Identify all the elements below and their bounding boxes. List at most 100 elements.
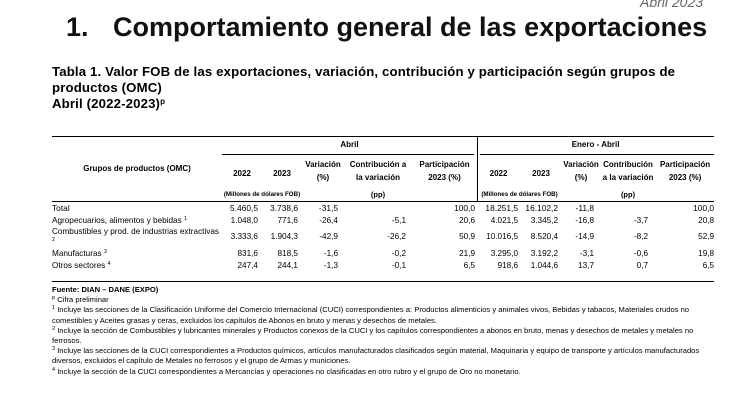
row-label: Agropecuarios, alimentos y bebidas 1	[52, 216, 188, 226]
cell-epar: 52,9	[698, 232, 715, 242]
cell-evar: -11,8	[575, 203, 595, 213]
table-row: Manufacturas 3 831,6 818,5 -1,6 -0,2 21,9 3.29…	[52, 247, 714, 259]
col-variacion-enero-abril: Variación (%)	[563, 159, 599, 182]
col-2023-enero-abril: 2023	[532, 169, 550, 178]
cell-a22: 3.333,6	[230, 232, 258, 242]
note-3: 3 Incluye las secciones de la CUCI corre…	[52, 346, 700, 366]
table-row: Agropecuarios, alimentos y bebidas 1 1.04…	[52, 215, 714, 227]
col-variacion-abril: Variación (%)	[305, 159, 341, 182]
cell-epar: 6,5	[702, 260, 715, 270]
col-2022-abril: 2022	[233, 169, 251, 178]
cell-a22: 5.460,5	[230, 203, 258, 213]
cell-evar: 13,7	[578, 260, 595, 270]
table-title-line3: Abril (2022-2023)p	[52, 96, 166, 111]
period-divider	[477, 136, 478, 202]
unit-label-abril: (Millones de dólares FOB)	[223, 190, 301, 198]
exports-table: Grupos de productos (OMC) Abril Enero - …	[52, 136, 714, 272]
group-header: Grupos de productos (OMC)	[83, 163, 191, 173]
period1-header: Abril	[340, 140, 359, 149]
cell-avar: -1,3	[323, 260, 338, 270]
cell-apar: 6,5	[463, 260, 476, 270]
cell-a23: 818,5	[277, 248, 299, 258]
col-2022-enero-abril: 2022	[489, 169, 508, 178]
table-bottom-rule	[52, 281, 714, 282]
report-date: Abril 2023	[640, 0, 704, 10]
cell-econ: -0,6	[633, 248, 649, 258]
table-row-total: Total 5.460,5 3.738,6 -31,5 100,0 18.251,5 16.…	[52, 201, 714, 215]
cell-e22: 4.021,5	[490, 216, 519, 226]
col-contribucion-abril: Contribución a la variación	[349, 159, 407, 182]
cell-e22: 18.251,5	[485, 203, 519, 213]
cell-evar: -3,1	[579, 248, 595, 258]
contrib-unit-enero-abril: (pp)	[620, 189, 636, 199]
cell-epar: 20,8	[698, 216, 715, 226]
table-row: Combustibles y prod. de industrias extra…	[52, 227, 714, 247]
cell-e23: 16.102,2	[525, 203, 559, 213]
cell-e22: 10.016,5	[486, 232, 519, 242]
cell-a23: 771,6	[277, 216, 299, 226]
cell-avar: -1,6	[323, 248, 338, 258]
cell-epar: 19,8	[698, 248, 715, 258]
row-label: Combustibles y prod. de industrias extra…	[52, 227, 220, 244]
cell-avar: -42,9	[319, 232, 338, 242]
unit-label-enero-abril: (Millones de dólares FOB)	[481, 190, 558, 198]
cell-avar: -31,5	[318, 203, 338, 213]
cell-e23: 8.520,4	[530, 232, 559, 242]
note-2: 2 Incluye la sección de Combustibles y l…	[52, 325, 694, 346]
col-contribucion-enero-abril: Contribución a la variación	[602, 159, 654, 182]
cell-epar: 100,0	[693, 203, 715, 213]
source-note: Fuente: DIAN – DANE (EXPO)	[52, 285, 159, 294]
footnotes: Fuente: DIAN – DANE (EXPO) p Cifra preli…	[52, 285, 718, 377]
cell-apar: 50,9	[459, 232, 476, 242]
row-label: Manufacturas 3	[52, 248, 107, 258]
table-top-rule	[52, 136, 714, 137]
cell-acon: -0,1	[391, 260, 406, 270]
cell-acon: -5,1	[391, 216, 406, 226]
enero-abril-underline	[480, 154, 714, 155]
cell-apar: 100,0	[454, 203, 476, 213]
table-body: Total 5.460,5 3.738,6 -31,5 100,0 18.251,5 16.…	[52, 201, 714, 272]
preliminary-mark: p	[160, 97, 166, 106]
col-2023-abril: 2023	[273, 169, 291, 178]
cell-apar: 21,9	[459, 248, 476, 258]
cell-a23: 1.904,3	[270, 232, 298, 242]
cell-a22: 247,4	[237, 260, 259, 270]
row-label: Total	[52, 203, 70, 213]
cell-e22: 3.295,0	[490, 248, 519, 258]
cell-econ	[600, 201, 656, 215]
contrib-unit-abril: (pp)	[370, 189, 386, 199]
col-participacion-enero-abril: Participación 2023 (%)	[659, 159, 711, 182]
cell-avar: -26,4	[319, 216, 338, 226]
cell-e23: 3.192,2	[530, 248, 559, 258]
cell-econ: -3,7	[633, 216, 649, 226]
cell-e23: 3.345,2	[530, 216, 559, 226]
note-1: 1 Incluye las secciones de la Clasificac…	[52, 305, 690, 325]
note-4: 4 Incluye la sección de la CUCI correspo…	[52, 366, 521, 376]
header-bottom-rule	[52, 201, 714, 202]
cell-econ: 0,7	[636, 260, 649, 270]
cell-e22: 918,6	[497, 260, 519, 270]
cell-a22: 1.048,0	[230, 216, 258, 226]
cell-evar: -14,9	[575, 232, 595, 242]
table-row: Otros sectores 4 247,4 244,1 -1,3 -0,1 6,5 918…	[52, 260, 714, 272]
abril-underline	[222, 154, 474, 155]
table-title-line2: productos (OMC)	[52, 80, 162, 95]
cell-a22: 831,6	[237, 248, 259, 258]
cell-acon	[344, 201, 412, 215]
section-title: Comportamiento general de las exportacio…	[113, 12, 708, 42]
note-preliminary: p Cifra preliminar	[52, 295, 109, 305]
cell-econ: -8,2	[633, 232, 649, 242]
cell-a23: 244,1	[277, 260, 299, 270]
table-title-line1: Tabla 1. Valor FOB de las exportaciones,…	[52, 64, 676, 79]
section-number: 1.	[66, 12, 89, 42]
cell-a23: 3.738,6	[270, 203, 298, 213]
col-participacion-abril: Participación 2023 (%)	[419, 159, 470, 182]
cell-acon: -0,2	[391, 248, 406, 258]
cell-acon: -26,2	[387, 232, 406, 242]
cell-e23: 1.044,6	[530, 260, 559, 270]
row-label: Otros sectores 4	[52, 260, 111, 270]
cell-apar: 20,6	[459, 216, 476, 226]
table-title: Tabla 1. Valor FOB de las exportaciones,…	[52, 64, 708, 112]
period2-header: Enero - Abril	[571, 140, 620, 149]
cell-evar: -16,8	[575, 216, 595, 226]
